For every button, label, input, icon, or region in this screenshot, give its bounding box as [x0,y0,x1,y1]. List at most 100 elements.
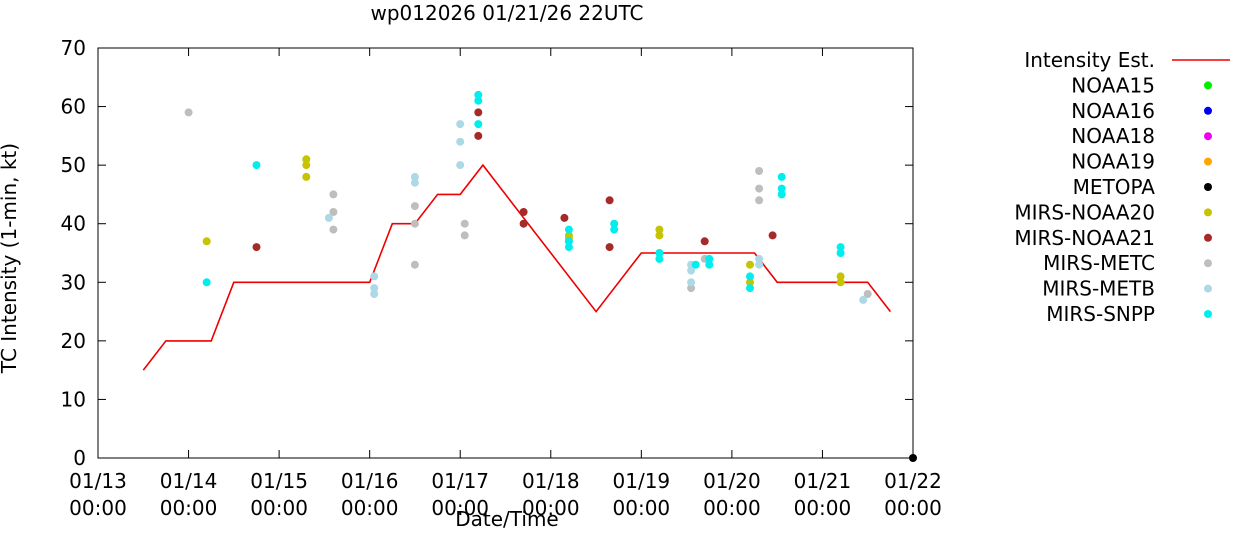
point-mirs-noaa20 [302,161,311,170]
point-mirs-noaa20 [836,272,845,281]
point-mirs-metb [755,260,764,269]
series-mirs-snpp [202,90,845,293]
legend-label-metopa: METOPA [1073,175,1156,199]
x-tick-date-label: 01/14 [160,469,218,493]
point-mirs-metc [184,108,193,117]
point-mirs-noaa20 [202,237,211,246]
point-mirs-snpp [777,184,786,193]
legend-label-mirs-metc: MIRS-METC [1043,251,1155,275]
point-mirs-snpp [705,254,714,263]
point-mirs-snpp [474,120,483,129]
x-tick-date-label: 01/17 [431,469,489,493]
point-mirs-noaa20 [746,278,754,287]
legend-marker-noaa16 [1204,106,1212,115]
point-mirs-metb [370,290,379,298]
x-axis-label: Date/Time [455,507,559,529]
point-mirs-snpp [564,225,573,234]
y-tick-label: 40 [61,212,86,236]
legend-label-mirs-metb: MIRS-METB [1042,277,1155,301]
y-tick-label: 50 [61,153,86,177]
legend-marker-mirs-snpp [1204,310,1212,318]
x-tick-date-label: 01/22 [884,469,942,493]
point-mirs-metc [755,184,764,193]
point-mirs-snpp [705,260,714,269]
legend-marker-metopa [1204,183,1212,191]
x-tick-time-label: 00:00 [431,496,489,520]
point-mirs-metc [863,290,872,298]
point-mirs-metb [687,266,696,275]
legend-label-noaa16: NOAA16 [1071,99,1155,123]
point-mirs-metb [410,172,419,181]
y-tick-label: 10 [61,387,86,411]
point-mirs-noaa21 [474,131,483,140]
point-mirs-noaa20 [302,172,311,181]
y-tick-label: 60 [61,95,86,119]
x-tick-time-label: 00:00 [250,496,308,520]
chart-title: wp012026 01/21/26 22UTC [370,1,643,25]
plot-frame [97,47,914,459]
point-mirs-snpp [746,272,754,281]
point-mirs-metc [687,284,696,293]
point-mirs-noaa21 [519,219,528,228]
point-mirs-snpp [746,284,754,293]
point-mirs-metc [755,167,764,175]
legend-label-mirs-noaa21: MIRS-NOAA21 [1014,226,1155,250]
point-mirs-metc [329,190,338,199]
x-tick-time-label: 00:00 [884,496,942,520]
point-mirs-snpp [777,172,786,181]
legend-label-noaa15: NOAA15 [1071,73,1155,97]
x-tick-time-label: 00:00 [794,496,852,520]
point-mirs-noaa20 [655,231,664,240]
point-mirs-noaa21 [474,108,483,117]
legend-label-intensity-est: Intensity Est. [1024,48,1155,72]
point-mirs-metb [370,272,379,281]
x-tick-date-label: 01/21 [794,469,852,493]
point-mirs-noaa21 [252,243,261,252]
point-mirs-noaa20 [836,278,845,287]
point-mirs-noaa21 [519,208,528,216]
point-mirs-metc [460,231,469,240]
point-mirs-snpp [655,254,664,263]
point-mirs-metb [859,295,868,304]
legend-marker-mirs-metc [1204,259,1212,268]
point-mirs-snpp [836,243,845,252]
point-mirs-metb [410,178,419,187]
legend-marker-mirs-metb [1204,284,1212,293]
point-mirs-metb [687,278,696,287]
x-tick-date-label: 01/16 [341,469,399,493]
x-tick-time-label: 00:00 [69,496,127,520]
legend-label-mirs-snpp: MIRS-SNPP [1046,302,1155,326]
point-mirs-snpp [564,237,573,246]
series-mirs-metc [184,108,872,298]
point-mirs-metc [329,225,338,234]
point-mirs-metc [755,196,764,205]
point-mirs-snpp [610,225,619,234]
point-mirs-metb [755,254,764,263]
legend-marker-mirs-noaa21 [1204,233,1212,242]
point-mirs-metc [460,219,469,228]
series-mirs-noaa20 [202,155,845,287]
y-tick-label: 70 [61,36,86,60]
legend-marker-noaa18 [1204,132,1212,141]
point-mirs-metb [456,137,465,146]
point-mirs-metc [410,219,419,228]
y-tick-label: 20 [61,329,86,353]
point-mirs-snpp [202,278,211,287]
point-mirs-snpp [564,243,573,252]
x-tick-time-label: 00:00 [703,496,761,520]
legend-label-noaa19: NOAA19 [1071,150,1155,174]
point-mirs-noaa21 [768,231,777,240]
legend-label-mirs-noaa20: MIRS-NOAA20 [1014,200,1155,224]
point-mirs-noaa21 [560,213,569,222]
x-tick-date-label: 01/19 [613,469,671,493]
point-mirs-metc [329,208,338,216]
x-tick-time-label: 00:00 [613,496,671,520]
x-tick-date-label: 01/20 [703,469,761,493]
y-axis-label: TC Intensity (1-min, kt) [0,143,21,374]
point-mirs-noaa21 [700,237,709,246]
point-mirs-snpp [836,249,845,257]
point-mirs-snpp [252,161,261,170]
legend-label-noaa18: NOAA18 [1071,124,1155,148]
